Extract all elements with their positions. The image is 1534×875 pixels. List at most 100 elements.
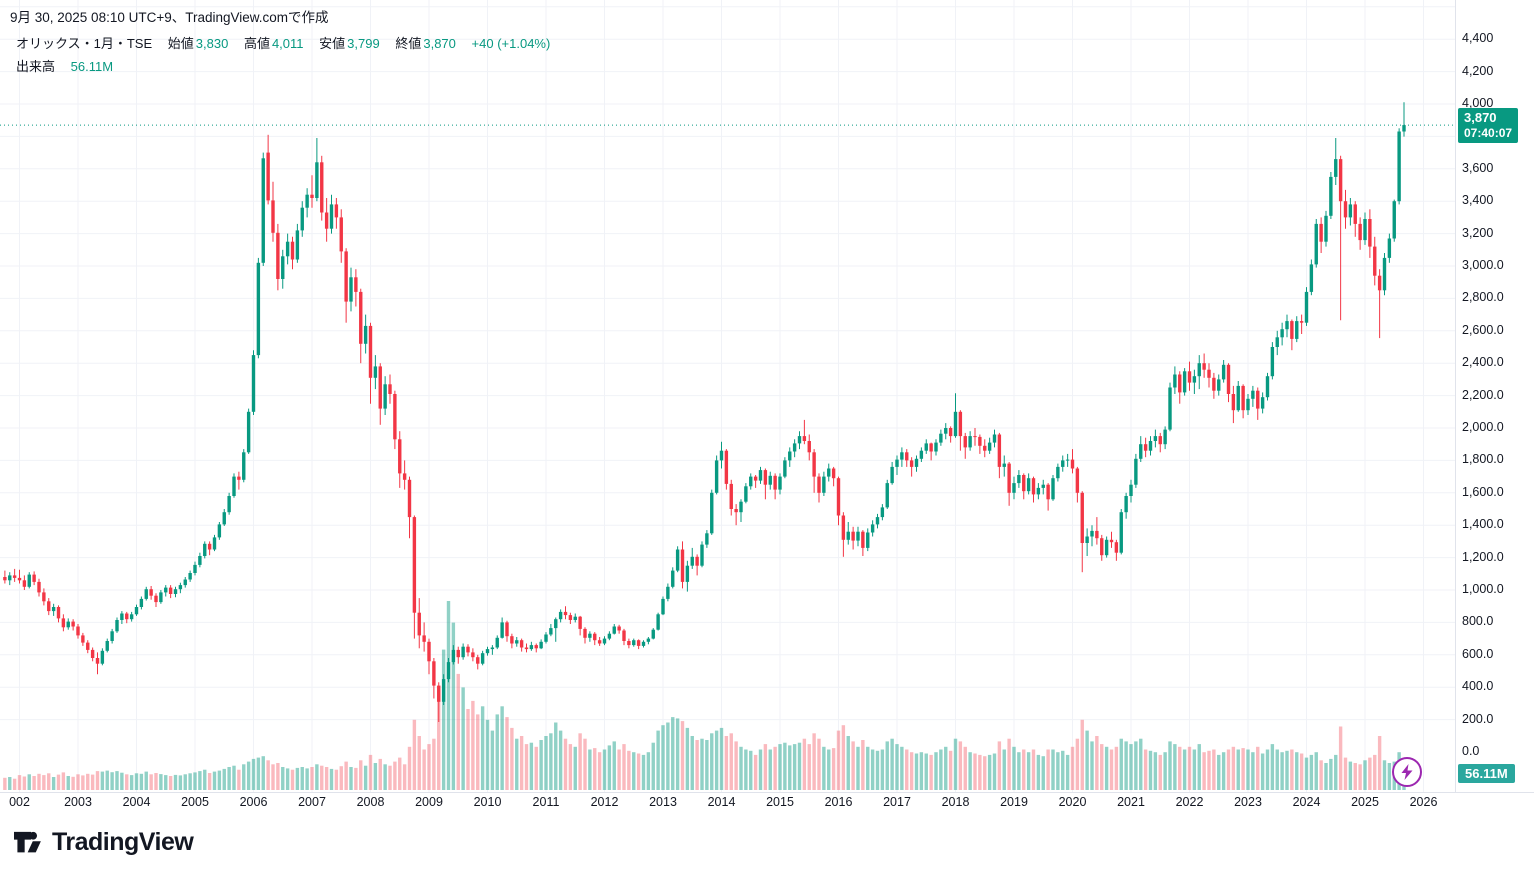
candle[interactable] xyxy=(398,431,402,488)
candle[interactable] xyxy=(466,644,470,657)
candle[interactable] xyxy=(1368,209,1372,258)
candle[interactable] xyxy=(61,614,66,632)
candle[interactable] xyxy=(763,468,768,500)
candle[interactable] xyxy=(446,658,451,683)
candle[interactable] xyxy=(905,449,909,467)
candle[interactable] xyxy=(115,617,119,633)
candle[interactable] xyxy=(1002,455,1006,477)
candle[interactable] xyxy=(295,223,300,263)
candle[interactable] xyxy=(388,374,392,404)
tradingview-logo[interactable]: TradingView xyxy=(14,828,194,857)
candle[interactable] xyxy=(1231,385,1236,424)
candle[interactable] xyxy=(544,632,548,644)
candle[interactable] xyxy=(792,439,797,458)
candle[interactable] xyxy=(1275,330,1279,356)
candle[interactable] xyxy=(1007,462,1011,506)
candle[interactable] xyxy=(383,376,387,415)
candle[interactable] xyxy=(232,473,236,498)
candle[interactable] xyxy=(86,640,90,654)
candle[interactable] xyxy=(578,615,582,636)
candle[interactable] xyxy=(1314,219,1318,268)
candle[interactable] xyxy=(354,269,358,307)
candle[interactable] xyxy=(1168,382,1172,432)
candle[interactable] xyxy=(987,437,992,454)
candle[interactable] xyxy=(17,569,22,584)
candle[interactable] xyxy=(997,432,1002,479)
candle[interactable] xyxy=(719,441,724,469)
candle[interactable] xyxy=(1309,259,1314,296)
candle[interactable] xyxy=(1061,455,1065,472)
candle[interactable] xyxy=(188,570,192,582)
candle[interactable] xyxy=(437,682,441,722)
candle[interactable] xyxy=(875,513,880,529)
candle[interactable] xyxy=(47,598,51,616)
candle[interactable] xyxy=(32,571,36,586)
candle[interactable] xyxy=(778,473,782,495)
candle[interactable] xyxy=(1217,374,1221,396)
candle[interactable] xyxy=(168,585,173,599)
candle[interactable] xyxy=(1070,449,1075,474)
candle[interactable] xyxy=(129,611,134,622)
candle[interactable] xyxy=(973,428,977,446)
candle[interactable] xyxy=(617,624,621,634)
candle[interactable] xyxy=(515,637,519,647)
candle[interactable] xyxy=(251,350,256,415)
candle[interactable] xyxy=(753,475,758,488)
candle[interactable] xyxy=(471,648,475,662)
candle[interactable] xyxy=(710,489,714,535)
candle[interactable] xyxy=(1051,475,1055,501)
candle[interactable] xyxy=(749,473,753,490)
candle[interactable] xyxy=(700,541,704,568)
candle[interactable] xyxy=(76,624,80,639)
candle[interactable] xyxy=(734,504,738,526)
candle[interactable] xyxy=(641,640,646,648)
candle[interactable] xyxy=(563,606,568,620)
candle[interactable] xyxy=(851,526,855,550)
candle[interactable] xyxy=(968,431,972,451)
candle[interactable] xyxy=(56,605,61,623)
candle[interactable] xyxy=(334,198,339,229)
candle[interactable] xyxy=(895,455,899,476)
candle[interactable] xyxy=(885,479,889,509)
candle[interactable] xyxy=(1197,355,1201,390)
current-price-badge[interactable]: 3,870 07:40:07 xyxy=(1458,108,1519,144)
candle[interactable] xyxy=(622,628,626,646)
candle[interactable] xyxy=(841,512,846,557)
candle[interactable] xyxy=(1041,479,1045,495)
candle[interactable] xyxy=(324,198,329,242)
candle[interactable] xyxy=(802,419,807,445)
candle[interactable] xyxy=(27,572,31,589)
candle[interactable] xyxy=(632,638,636,647)
candle[interactable] xyxy=(222,509,226,526)
candle[interactable] xyxy=(1182,368,1187,396)
candle[interactable] xyxy=(412,515,417,639)
candle[interactable] xyxy=(558,609,563,623)
candle[interactable] xyxy=(690,547,694,569)
candle[interactable] xyxy=(285,233,290,265)
candle[interactable] xyxy=(880,504,885,521)
candle[interactable] xyxy=(432,658,436,699)
candle[interactable] xyxy=(237,471,241,490)
candle[interactable] xyxy=(890,462,894,485)
candle[interactable] xyxy=(456,646,460,664)
candle[interactable] xyxy=(1221,360,1226,383)
candle[interactable] xyxy=(159,590,163,604)
candle[interactable] xyxy=(339,209,343,263)
candle[interactable] xyxy=(724,449,729,490)
candle[interactable] xyxy=(1207,363,1211,388)
candle[interactable] xyxy=(1329,172,1333,219)
candle[interactable] xyxy=(90,647,95,662)
candle[interactable] xyxy=(685,560,690,592)
candle[interactable] xyxy=(485,646,490,656)
candle[interactable] xyxy=(500,617,504,639)
candle[interactable] xyxy=(661,596,665,616)
candle[interactable] xyxy=(1129,479,1133,503)
candle[interactable] xyxy=(320,155,324,221)
candle[interactable] xyxy=(1251,385,1255,407)
candle[interactable] xyxy=(934,439,938,456)
candle[interactable] xyxy=(768,471,772,490)
candle[interactable] xyxy=(261,152,265,266)
candle[interactable] xyxy=(1285,314,1289,338)
candle[interactable] xyxy=(461,643,465,660)
candle[interactable] xyxy=(1392,199,1396,242)
